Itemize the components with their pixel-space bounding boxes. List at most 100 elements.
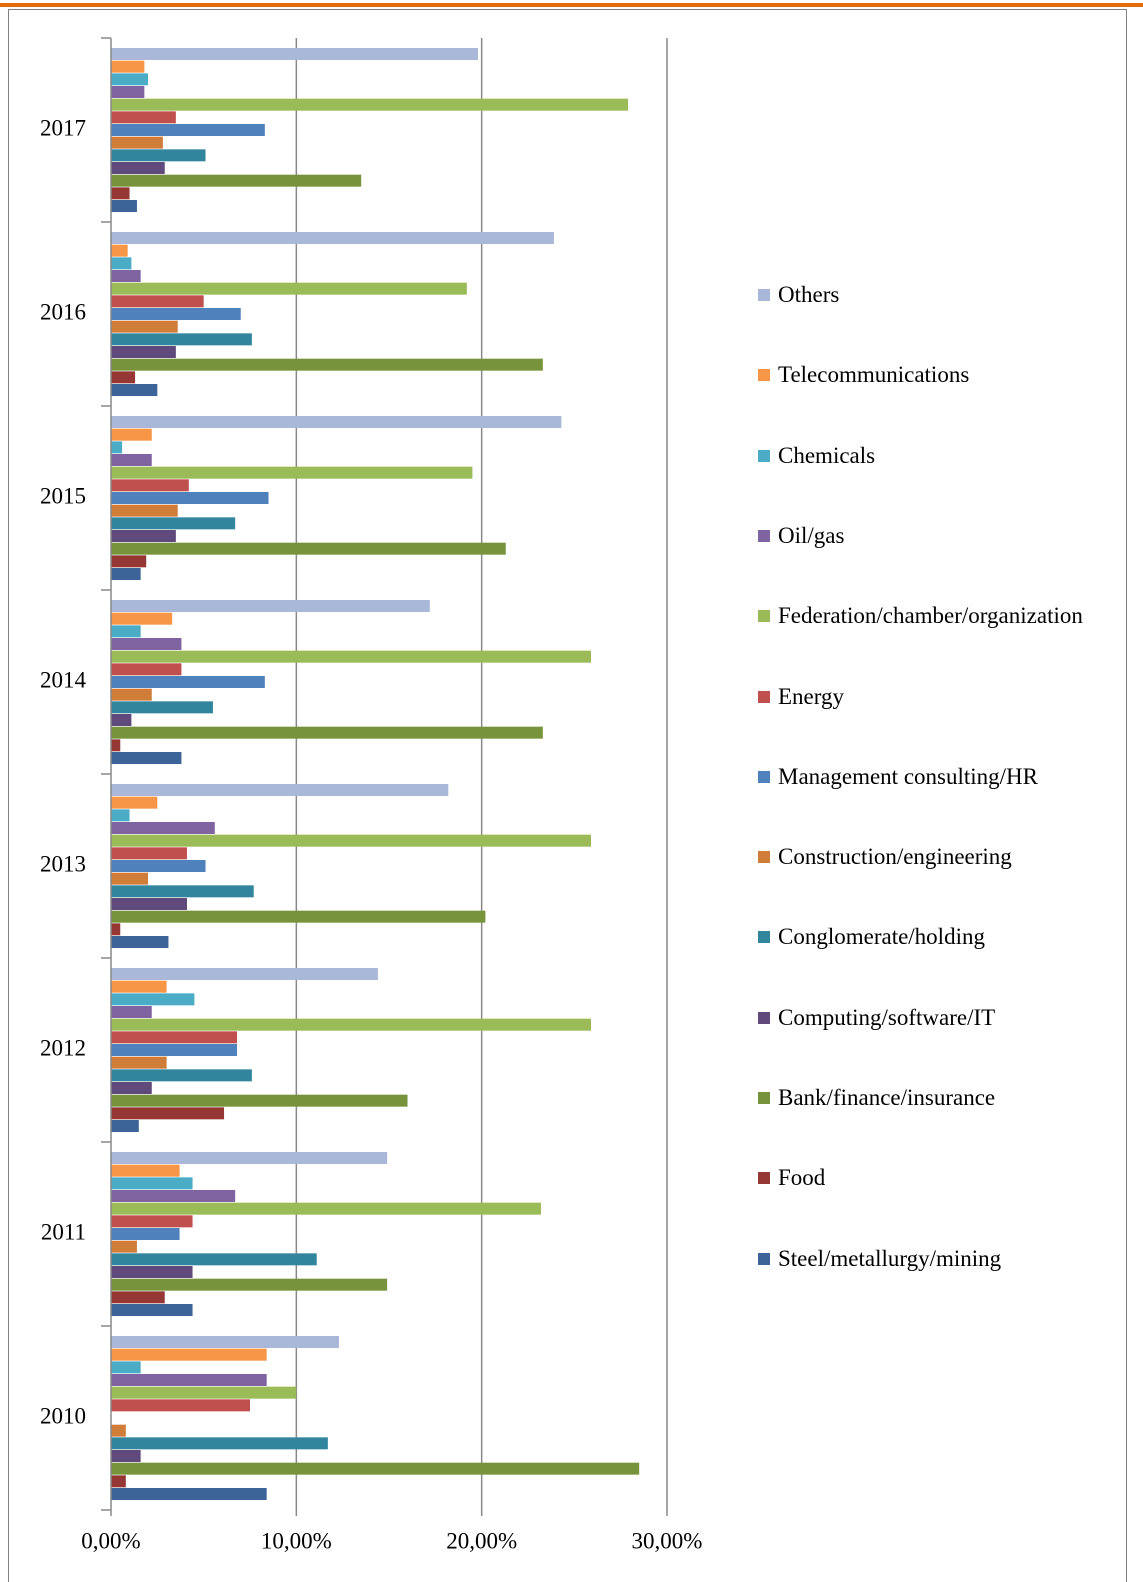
legend-item: Steel/metallurgy/mining xyxy=(755,1243,1105,1275)
legend-label: Telecommunications xyxy=(778,362,970,388)
bar xyxy=(111,936,169,948)
x-tick-label: 30,00% xyxy=(632,1528,703,1553)
legend-item: Others xyxy=(755,279,1105,311)
bar xyxy=(111,358,543,371)
bar xyxy=(111,568,141,580)
bar xyxy=(111,441,123,454)
bar xyxy=(111,111,176,124)
legend-label: Food xyxy=(778,1165,826,1191)
bar xyxy=(111,162,165,174)
legend-item: Construction/engineering xyxy=(755,841,1105,873)
bar xyxy=(111,232,554,244)
bar xyxy=(111,333,252,346)
legend-swatch xyxy=(758,690,770,703)
bar xyxy=(111,1215,193,1228)
legend-label: Computing/software/IT xyxy=(778,1004,996,1030)
bar xyxy=(111,1462,640,1475)
bar xyxy=(111,1069,252,1082)
bar xyxy=(111,676,265,688)
bar xyxy=(111,282,467,295)
bar xyxy=(111,1240,137,1253)
bar xyxy=(111,320,178,333)
legend-swatch xyxy=(758,449,770,462)
legend-item: Bank/finance/insurance xyxy=(755,1082,1105,1114)
y-tick-label: 2016 xyxy=(40,299,86,324)
top-rule xyxy=(0,3,1143,7)
bar xyxy=(111,1424,126,1437)
legend-swatch xyxy=(758,1092,770,1104)
bar xyxy=(111,1018,592,1031)
bar xyxy=(111,136,163,149)
bar xyxy=(111,650,592,663)
bar xyxy=(111,1361,141,1374)
bar xyxy=(111,910,486,923)
bar xyxy=(111,872,149,885)
x-tick-label: 0,00% xyxy=(81,1528,140,1553)
bar xyxy=(111,244,128,257)
bar xyxy=(111,1031,238,1044)
bar xyxy=(111,60,145,73)
bar xyxy=(111,174,362,187)
bar xyxy=(111,847,187,860)
legend-label: Construction/engineering xyxy=(778,844,1012,870)
legend-label: Conglomerate/holding xyxy=(778,924,985,950)
bar xyxy=(111,1488,267,1500)
bar xyxy=(111,1228,180,1240)
bar xyxy=(111,739,121,752)
legend-swatch xyxy=(758,289,770,301)
bar xyxy=(111,625,141,638)
bar xyxy=(111,612,173,625)
bar xyxy=(111,384,158,396)
bar xyxy=(111,1348,267,1361)
bar xyxy=(111,1152,388,1164)
legend-label: Others xyxy=(778,282,840,307)
bar xyxy=(111,714,132,726)
y-tick-label: 2013 xyxy=(40,851,86,876)
bar xyxy=(111,1253,317,1266)
y-tick-label: 2011 xyxy=(41,1219,86,1244)
bar xyxy=(111,600,430,612)
bar xyxy=(111,860,206,872)
bar xyxy=(111,1266,193,1278)
bar xyxy=(111,968,378,980)
bar xyxy=(111,200,137,212)
bar xyxy=(111,1450,141,1462)
bar xyxy=(111,1202,541,1215)
legend-label: Management consulting/HR xyxy=(778,763,1038,789)
bar xyxy=(111,270,141,282)
chart-border xyxy=(8,9,1127,1582)
bar xyxy=(111,1304,193,1316)
bar xyxy=(111,701,213,714)
legend-swatch xyxy=(758,1011,770,1024)
bar xyxy=(111,73,149,86)
bar xyxy=(111,898,187,910)
bar xyxy=(111,638,182,650)
bar xyxy=(111,428,152,441)
bar xyxy=(111,86,145,98)
bar xyxy=(111,1475,126,1488)
bar xyxy=(111,504,178,517)
bar xyxy=(111,454,152,466)
bar xyxy=(111,1177,193,1190)
bar xyxy=(111,688,152,701)
bar xyxy=(111,187,130,200)
y-tick-label: 2015 xyxy=(40,483,86,508)
bar xyxy=(111,1336,339,1348)
legend-label: Energy xyxy=(778,683,845,709)
legend-item: Telecommunications xyxy=(755,359,1105,391)
bar xyxy=(111,48,478,60)
bar xyxy=(111,346,176,358)
bar xyxy=(111,257,132,270)
legend-swatch xyxy=(758,931,770,944)
y-tick-label: 2012 xyxy=(40,1035,86,1060)
bar xyxy=(111,416,562,428)
legend-item: Oil/gas xyxy=(755,520,1105,552)
bar xyxy=(111,371,136,384)
bar xyxy=(111,796,158,809)
legend-label: Steel/metallurgy/mining xyxy=(778,1245,1002,1271)
bar xyxy=(111,517,236,530)
bar xyxy=(111,1164,180,1177)
legend-item: Management consulting/HR xyxy=(755,761,1105,793)
legend-swatch xyxy=(758,610,770,623)
